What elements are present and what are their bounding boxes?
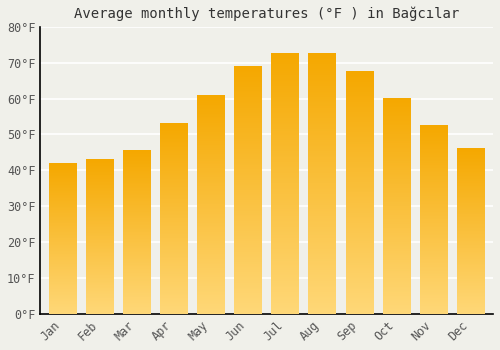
Title: Average monthly temperatures (°F ) in Bağcılar: Average monthly temperatures (°F ) in Ba… [74,7,460,21]
